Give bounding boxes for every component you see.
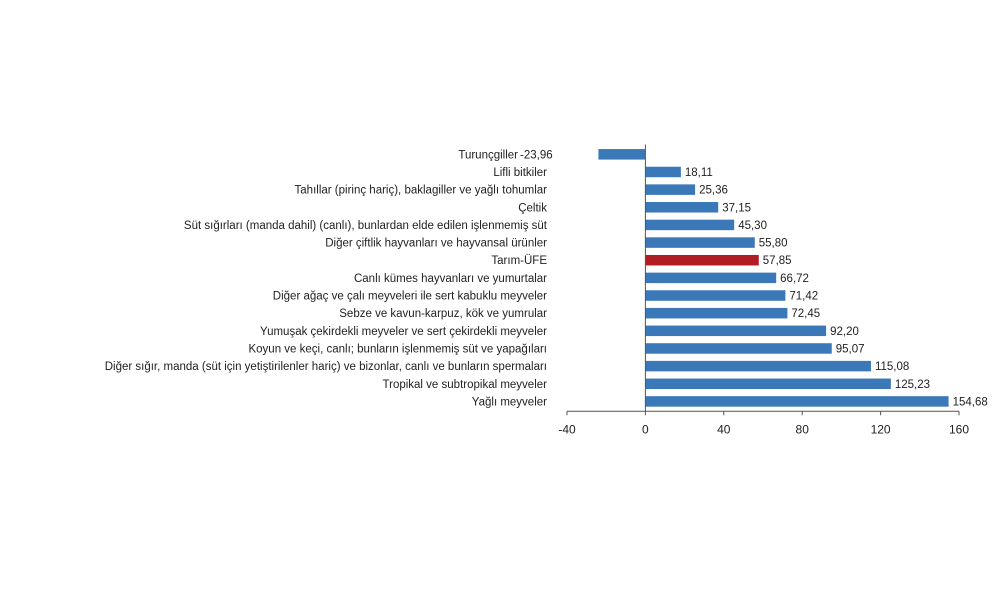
category-label-12: Diğer sığır, manda (süt için yetiştirile… bbox=[105, 361, 547, 373]
bars-group bbox=[598, 149, 949, 407]
category-label-3: Çeltik bbox=[518, 202, 547, 214]
category-label-8: Diğer ağaç ve çalı meyveleri ile sert ka… bbox=[273, 291, 547, 303]
category-label-5: Diğer çiftlik hayvanları ve hayvansal ür… bbox=[325, 238, 547, 250]
category-label-13: Tropikal ve subtropikal meyveler bbox=[383, 379, 548, 391]
bar-9 bbox=[645, 307, 788, 319]
category-label-14: Yağlı meyveler bbox=[472, 396, 547, 408]
value-label-14: 154,68 bbox=[953, 396, 988, 408]
value-label-12: 115,08 bbox=[875, 361, 909, 373]
value-label-9: 72,45 bbox=[791, 308, 820, 320]
x-tick-label-2: 40 bbox=[717, 422, 731, 436]
bar-11 bbox=[645, 343, 832, 354]
value-label-3: 37,15 bbox=[722, 202, 751, 214]
category-label-6: Tarım-ÜFE bbox=[491, 255, 547, 267]
value-label-11: 95,07 bbox=[836, 343, 865, 355]
value-label-8: 71,42 bbox=[789, 291, 818, 303]
value-label-0: -23,96 bbox=[520, 149, 553, 161]
bar-3 bbox=[645, 202, 719, 213]
value-label-1: 18,11 bbox=[685, 167, 713, 179]
x-axis: -40 0 40 80 120 160 bbox=[558, 144, 969, 436]
category-labels: Turunçgiller Lifli bitkiler Tahıllar (piri… bbox=[105, 149, 548, 408]
bar-8 bbox=[645, 290, 786, 301]
value-label-7: 66,72 bbox=[780, 273, 809, 285]
bar-7 bbox=[645, 272, 777, 284]
bar-5 bbox=[645, 237, 755, 248]
category-label-11: Koyun ve keçi, canlı; bunların işlenmemi… bbox=[248, 343, 547, 355]
bar-12 bbox=[645, 360, 871, 372]
value-label-2: 25,36 bbox=[699, 185, 728, 197]
value-label-10: 92,20 bbox=[830, 326, 859, 338]
value-label-6: 57,85 bbox=[763, 255, 792, 267]
value-label-5: 55,80 bbox=[759, 238, 788, 250]
bar-10 bbox=[645, 325, 827, 337]
x-tick-label-5: 160 bbox=[949, 422, 969, 436]
bar-1 bbox=[645, 166, 681, 178]
category-label-1: Lifli bitkiler bbox=[493, 167, 547, 179]
value-labels: -23,96 18,11 25,36 37,15 45,30 55,80 57,85 66,7… bbox=[520, 149, 988, 408]
bar-4 bbox=[645, 219, 735, 231]
x-tick-label-3: 80 bbox=[796, 422, 810, 436]
bar-2 bbox=[645, 184, 696, 195]
x-tick-label-0: -40 bbox=[558, 422, 576, 436]
bar-14 bbox=[645, 396, 949, 407]
category-label-7: Canlı kümes hayvanları ve yumurtalar bbox=[354, 273, 547, 285]
bar-13 bbox=[645, 378, 891, 390]
x-tick-label-1: 0 bbox=[642, 422, 649, 436]
category-label-4: Süt sığırları (manda dahil) (canlı), bun… bbox=[184, 220, 548, 232]
category-label-9: Sebze ve kavun-karpuz, kök ve yumrular bbox=[339, 308, 547, 320]
x-tick-label-4: 120 bbox=[871, 422, 891, 436]
category-label-0: Turunçgiller bbox=[458, 149, 518, 161]
bar-0 bbox=[598, 149, 646, 160]
value-label-4: 45,30 bbox=[738, 220, 767, 232]
bar-6 bbox=[645, 254, 759, 266]
value-label-13: 125,23 bbox=[895, 379, 930, 391]
category-label-2: Tahıllar (pirinç hariç), baklagiller ve … bbox=[295, 185, 548, 197]
category-label-10: Yumuşak çekirdekli meyveler ve sert çeki… bbox=[260, 326, 547, 338]
